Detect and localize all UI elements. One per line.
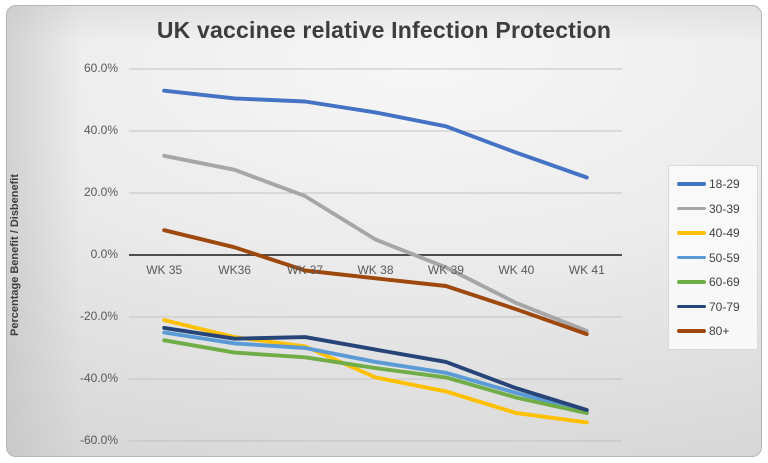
y-axis-tick-label: -60.0%	[79, 433, 118, 447]
legend-label: 80+	[709, 324, 730, 338]
y-axis-tick-label: 40.0%	[83, 123, 118, 137]
series-line-70-79	[162, 325, 589, 412]
series-line-18-29	[162, 88, 589, 180]
y-axis-tick-label: 60.0%	[83, 61, 118, 75]
x-axis-tick-label: WK 40	[498, 263, 535, 277]
x-axis-tick-label: WK 35	[146, 263, 183, 277]
legend-label: 50-59	[709, 250, 740, 265]
legend-label: 40-49	[709, 226, 740, 240]
legend-item-60-69: 60-69	[677, 271, 749, 293]
x-axis-tick-label: WK36	[218, 263, 251, 277]
legend-swatch	[677, 206, 706, 211]
legend-item-30-39: 30-39	[677, 198, 749, 220]
legend-label: 18-29	[709, 177, 740, 191]
legend-item-80plus: 80+	[677, 320, 749, 342]
x-axis-tick-label: WK 39	[427, 263, 464, 277]
x-axis-tick-label: WK 38	[357, 263, 394, 277]
series-line-30-39	[162, 153, 589, 333]
series-line-50-59	[162, 330, 589, 414]
y-axis-tick-label: -20.0%	[79, 309, 118, 323]
x-axis-tick-label: WK 37	[287, 263, 324, 277]
series-line-80plus	[162, 228, 589, 337]
chart-title: UK vaccinee relative Infection Protectio…	[156, 17, 612, 43]
y-axis-tick-label: 20.0%	[83, 185, 118, 199]
x-axis-tick-label: WK 41	[568, 263, 605, 277]
legend-label: 60-69	[709, 275, 740, 289]
legend-swatch	[677, 329, 706, 333]
legend-label: 70-79	[709, 299, 740, 314]
legend-swatch	[677, 182, 706, 186]
legend-swatch	[677, 231, 706, 235]
series-line-40-49	[162, 318, 589, 425]
legend: 18-29 30-39 40-49 50-59 60-69 70-79 80+	[668, 165, 758, 350]
y-axis-tick-label: -40.0%	[79, 371, 118, 385]
y-axis-tick-label: 0.0%	[90, 247, 118, 261]
legend-swatch	[677, 255, 706, 260]
legend-swatch	[677, 304, 706, 309]
legend-item-70-79: 70-79	[677, 296, 749, 318]
legend-item-18-29: 18-29	[677, 173, 749, 195]
series-line-60-69	[162, 338, 589, 416]
legend-swatch	[677, 280, 706, 284]
legend-item-40-49: 40-49	[677, 222, 749, 244]
legend-item-50-59: 50-59	[677, 247, 749, 269]
legend-label: 30-39	[709, 201, 740, 216]
